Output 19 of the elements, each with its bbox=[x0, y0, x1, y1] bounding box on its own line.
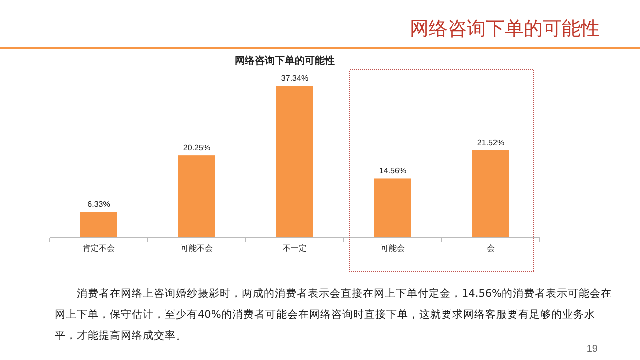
bar bbox=[80, 212, 118, 238]
text: 消费者在网络上咨询婚纱摄影时，两成的消费者表示会直接在网上下单付定金，14.56%的消费者表示可能会在网上下单，保守估计，至少有40%的消费者可能会在网络咨询时直接下单，这就要求网络客服要有足够的业务水平，才能提高网络成交率。 bbox=[55, 288, 612, 342]
bar bbox=[178, 156, 216, 238]
x-tick-label: 会 bbox=[487, 244, 495, 253]
data-label: 14.56% bbox=[379, 166, 407, 176]
x-tick-label: 可能不会 bbox=[181, 244, 213, 253]
chart-subtitle: 网络咨询下单的可能性 bbox=[410, 19, 600, 40]
chart-title: 网络咨询下单的可能性 bbox=[235, 55, 335, 67]
data-label: 20.25% bbox=[183, 144, 211, 153]
data-label: 37.34% bbox=[281, 74, 309, 83]
bar bbox=[374, 178, 412, 238]
bar bbox=[276, 86, 314, 238]
bar bbox=[472, 150, 510, 238]
data-label: 21.52% bbox=[477, 138, 505, 148]
data-label: 6.33% bbox=[88, 200, 110, 210]
x-tick-label: 不一定 bbox=[283, 244, 307, 253]
x-tick-label: 可能会 bbox=[381, 244, 405, 253]
text: 19 bbox=[586, 344, 598, 355]
x-tick-label: 肯定不会 bbox=[83, 244, 115, 253]
